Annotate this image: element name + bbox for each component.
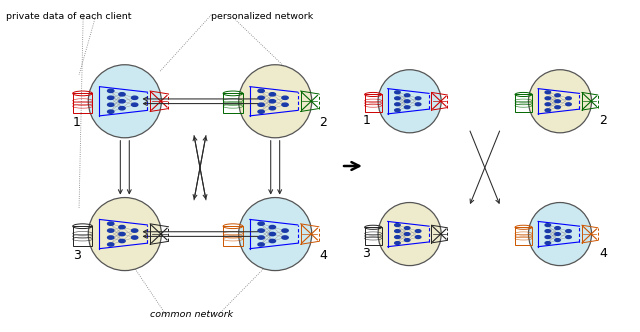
- Circle shape: [555, 239, 560, 241]
- Circle shape: [555, 100, 560, 103]
- Circle shape: [566, 103, 572, 106]
- Circle shape: [404, 94, 410, 97]
- Circle shape: [119, 100, 125, 103]
- Circle shape: [269, 93, 276, 96]
- Circle shape: [545, 97, 550, 100]
- Circle shape: [545, 103, 550, 106]
- Ellipse shape: [88, 198, 161, 271]
- Bar: [515, 227, 532, 245]
- Text: 3: 3: [73, 249, 81, 262]
- Circle shape: [108, 236, 114, 239]
- Ellipse shape: [529, 203, 591, 266]
- Circle shape: [282, 229, 288, 232]
- Circle shape: [555, 106, 560, 109]
- Text: 2: 2: [319, 116, 327, 129]
- Text: personalized network: personalized network: [211, 12, 314, 21]
- Circle shape: [545, 109, 550, 112]
- Circle shape: [131, 96, 138, 100]
- Circle shape: [282, 96, 288, 100]
- Circle shape: [404, 100, 410, 103]
- Circle shape: [108, 89, 114, 93]
- Circle shape: [404, 227, 410, 229]
- Circle shape: [119, 107, 125, 110]
- Circle shape: [395, 236, 400, 238]
- Circle shape: [395, 224, 400, 226]
- Circle shape: [258, 110, 264, 113]
- Circle shape: [108, 222, 114, 225]
- Circle shape: [566, 230, 572, 232]
- Text: 3: 3: [362, 247, 371, 260]
- Bar: [365, 95, 381, 112]
- Circle shape: [269, 225, 276, 229]
- Circle shape: [555, 233, 560, 235]
- Circle shape: [415, 103, 421, 106]
- Circle shape: [555, 94, 560, 97]
- Ellipse shape: [529, 70, 591, 133]
- Circle shape: [269, 107, 276, 110]
- Circle shape: [258, 243, 264, 246]
- Circle shape: [395, 109, 400, 112]
- Ellipse shape: [378, 203, 441, 266]
- Circle shape: [258, 222, 264, 225]
- Circle shape: [555, 227, 560, 229]
- Ellipse shape: [378, 70, 441, 133]
- Circle shape: [269, 239, 276, 243]
- Circle shape: [131, 103, 138, 106]
- Circle shape: [258, 103, 264, 106]
- Text: 2: 2: [599, 114, 607, 127]
- Circle shape: [131, 236, 138, 239]
- Bar: [73, 93, 92, 114]
- Circle shape: [404, 233, 410, 235]
- Circle shape: [395, 242, 400, 244]
- Circle shape: [108, 103, 114, 106]
- Circle shape: [404, 106, 410, 109]
- Circle shape: [395, 97, 400, 100]
- Circle shape: [119, 239, 125, 243]
- Bar: [223, 226, 243, 246]
- Circle shape: [269, 100, 276, 103]
- Circle shape: [545, 236, 550, 238]
- Circle shape: [258, 229, 264, 232]
- Circle shape: [282, 236, 288, 239]
- Circle shape: [545, 224, 550, 226]
- Circle shape: [545, 91, 550, 94]
- Circle shape: [395, 103, 400, 106]
- Text: 4: 4: [599, 247, 607, 260]
- Circle shape: [415, 97, 421, 100]
- Circle shape: [258, 89, 264, 93]
- Circle shape: [415, 230, 421, 232]
- Circle shape: [404, 239, 410, 241]
- Circle shape: [131, 229, 138, 232]
- Circle shape: [566, 236, 572, 238]
- Bar: [365, 227, 381, 245]
- Text: 4: 4: [319, 249, 327, 262]
- Circle shape: [282, 103, 288, 106]
- Circle shape: [108, 96, 114, 100]
- Circle shape: [108, 243, 114, 246]
- Circle shape: [108, 229, 114, 232]
- Bar: [73, 226, 92, 246]
- Circle shape: [119, 93, 125, 96]
- Text: 1: 1: [73, 116, 81, 129]
- Ellipse shape: [239, 65, 312, 138]
- Circle shape: [258, 96, 264, 100]
- Bar: [223, 93, 243, 114]
- Text: private data of each client: private data of each client: [6, 12, 132, 21]
- Circle shape: [395, 91, 400, 94]
- Circle shape: [415, 236, 421, 238]
- Text: 1: 1: [362, 114, 371, 127]
- Circle shape: [566, 97, 572, 100]
- Circle shape: [269, 232, 276, 236]
- Circle shape: [545, 242, 550, 244]
- Ellipse shape: [88, 65, 161, 138]
- Circle shape: [108, 110, 114, 113]
- Circle shape: [119, 232, 125, 236]
- Circle shape: [258, 236, 264, 239]
- Circle shape: [545, 230, 550, 232]
- Circle shape: [395, 230, 400, 232]
- Bar: [515, 95, 532, 112]
- Circle shape: [119, 225, 125, 229]
- Text: common network: common network: [150, 310, 234, 319]
- Ellipse shape: [239, 198, 312, 271]
